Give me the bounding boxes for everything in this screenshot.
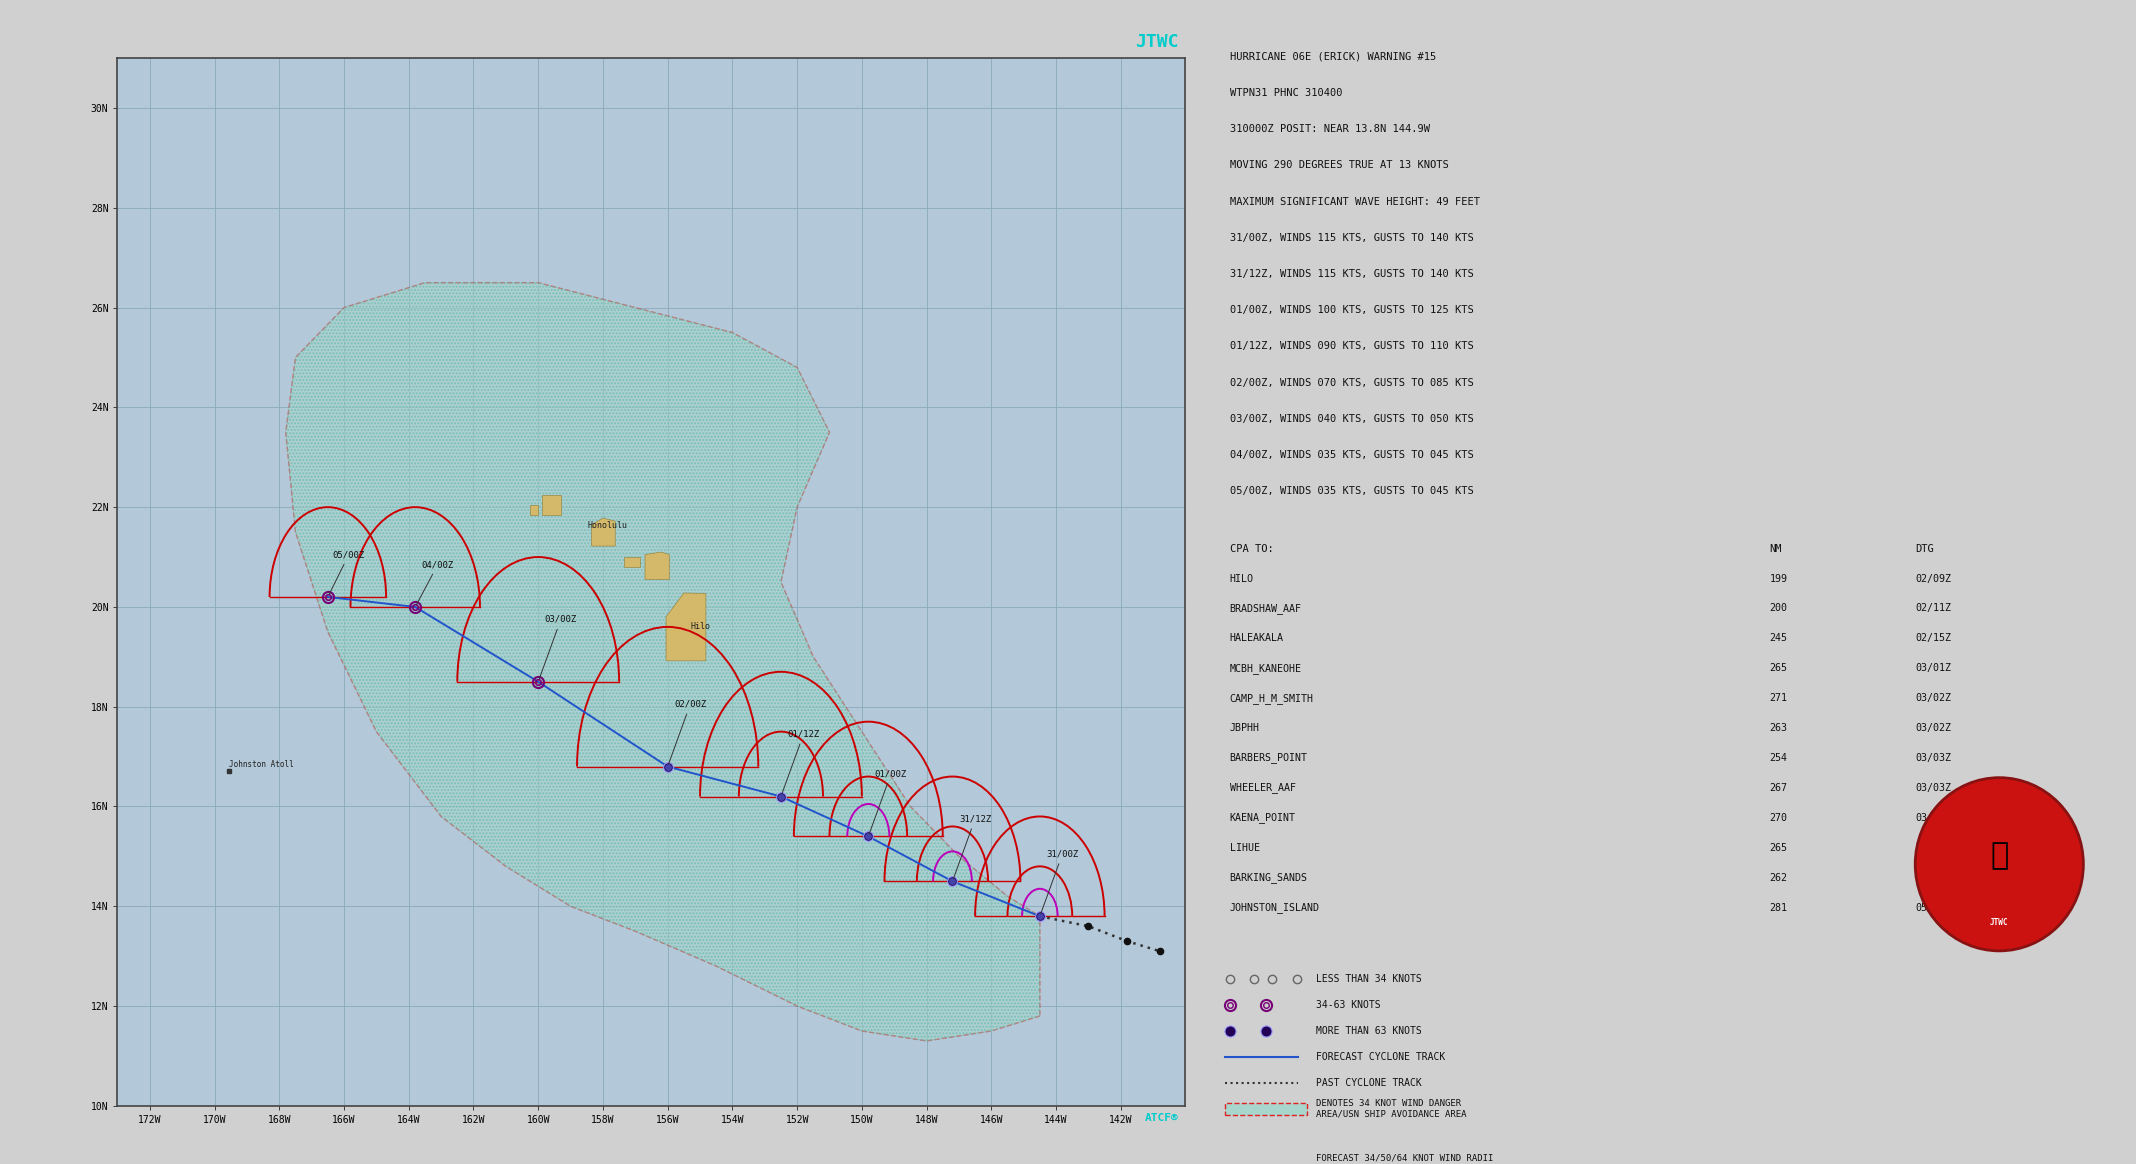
Text: 03/02Z: 03/02Z [1914, 723, 1950, 733]
Text: JOHNSTON_ISLAND: JOHNSTON_ISLAND [1230, 902, 1320, 913]
Polygon shape [592, 518, 615, 546]
Text: 03/00Z: 03/00Z [538, 615, 577, 679]
Text: WHEELER_AAF: WHEELER_AAF [1230, 782, 1297, 794]
Text: LIHUE: LIHUE [1230, 843, 1260, 853]
Text: 199: 199 [1769, 574, 1788, 583]
Text: FORECAST CYCLONE TRACK: FORECAST CYCLONE TRACK [1316, 1052, 1446, 1062]
Text: ATCF®: ATCF® [1145, 1113, 1179, 1123]
Text: 310000Z POSIT: NEAR 13.8N 144.9W: 310000Z POSIT: NEAR 13.8N 144.9W [1230, 125, 1429, 134]
Text: JTWC: JTWC [1136, 33, 1179, 51]
Text: 267: 267 [1769, 783, 1788, 793]
Text: 262: 262 [1769, 873, 1788, 882]
Text: FORECAST 34/50/64 KNOT WIND RADII: FORECAST 34/50/64 KNOT WIND RADII [1316, 1154, 1493, 1163]
Text: Honolulu: Honolulu [587, 520, 628, 530]
Text: 03/02Z: 03/02Z [1914, 694, 1950, 703]
Circle shape [1916, 778, 2083, 951]
Polygon shape [624, 558, 641, 567]
Polygon shape [666, 592, 705, 661]
Text: LESS THAN 34 KNOTS: LESS THAN 34 KNOTS [1316, 974, 1423, 984]
Text: 04/00Z, WINDS 035 KTS, GUSTS TO 045 KTS: 04/00Z, WINDS 035 KTS, GUSTS TO 045 KTS [1230, 450, 1474, 460]
Text: 01/12Z, WINDS 090 KTS, GUSTS TO 110 KTS: 01/12Z, WINDS 090 KTS, GUSTS TO 110 KTS [1230, 341, 1474, 352]
Polygon shape [530, 505, 538, 514]
Text: CAMP_H_M_SMITH: CAMP_H_M_SMITH [1230, 693, 1314, 704]
Text: 03/04Z: 03/04Z [1914, 812, 1950, 823]
Text: 265: 265 [1769, 843, 1788, 853]
Text: BRADSHAW_AAF: BRADSHAW_AAF [1230, 603, 1301, 613]
Text: 263: 263 [1769, 723, 1788, 733]
Text: 200: 200 [1769, 603, 1788, 613]
Text: MAXIMUM SIGNIFICANT WAVE HEIGHT: 49 FEET: MAXIMUM SIGNIFICANT WAVE HEIGHT: 49 FEET [1230, 197, 1480, 206]
Polygon shape [543, 495, 562, 514]
Text: 31/12Z: 31/12Z [953, 815, 991, 879]
Text: 03/03Z: 03/03Z [1914, 783, 1950, 793]
Text: 265: 265 [1769, 663, 1788, 673]
Text: MCBH_KANEOHE: MCBH_KANEOHE [1230, 662, 1301, 674]
Text: 01/00Z, WINDS 100 KTS, GUSTS TO 125 KTS: 01/00Z, WINDS 100 KTS, GUSTS TO 125 KTS [1230, 305, 1474, 315]
Text: Johnston Atoll: Johnston Atoll [229, 760, 295, 768]
Text: 🌀: 🌀 [1991, 840, 2008, 870]
Text: JTWC: JTWC [1991, 917, 2008, 927]
Text: HURRICANE 06E (ERICK) WARNING #15: HURRICANE 06E (ERICK) WARNING #15 [1230, 51, 1435, 62]
Text: 34-63 KNOTS: 34-63 KNOTS [1316, 1000, 1380, 1010]
Text: 254: 254 [1769, 753, 1788, 764]
Text: PAST CYCLONE TRACK: PAST CYCLONE TRACK [1316, 1078, 1423, 1088]
Text: MORE THAN 63 KNOTS: MORE THAN 63 KNOTS [1316, 1025, 1423, 1036]
Text: 01/00Z: 01/00Z [869, 769, 908, 833]
Polygon shape [645, 552, 669, 580]
Text: CPA TO:: CPA TO: [1230, 545, 1273, 554]
Text: HALEAKALA: HALEAKALA [1230, 633, 1284, 644]
Text: Hilo: Hilo [690, 622, 709, 631]
Text: 04/00Z: 04/00Z [417, 560, 455, 604]
Text: 03/03Z: 03/03Z [1914, 753, 1950, 764]
Text: 03/13Z: 03/13Z [1914, 843, 1950, 853]
Text: DENOTES 34 KNOT WIND DANGER
AREA/USN SHIP AVOIDANCE AREA: DENOTES 34 KNOT WIND DANGER AREA/USN SHI… [1316, 1099, 1465, 1119]
Text: 02/11Z: 02/11Z [1914, 603, 1950, 613]
Text: 05/00Z: 05/00Z [329, 551, 365, 595]
Text: BARKING_SANDS: BARKING_SANDS [1230, 872, 1307, 883]
Text: 02/00Z: 02/00Z [669, 700, 707, 764]
Text: HILO: HILO [1230, 574, 1254, 583]
Text: 270: 270 [1769, 812, 1788, 823]
Text: 05/00Z, WINDS 035 KTS, GUSTS TO 045 KTS: 05/00Z, WINDS 035 KTS, GUSTS TO 045 KTS [1230, 487, 1474, 496]
Text: 02/09Z: 02/09Z [1914, 574, 1950, 583]
Polygon shape [286, 283, 1040, 1041]
Text: 01/12Z: 01/12Z [782, 730, 820, 794]
Text: 245: 245 [1769, 633, 1788, 644]
Text: 03/14Z: 03/14Z [1914, 873, 1950, 882]
Text: 31/00Z, WINDS 115 KTS, GUSTS TO 140 KTS: 31/00Z, WINDS 115 KTS, GUSTS TO 140 KTS [1230, 233, 1474, 243]
Text: 02/15Z: 02/15Z [1914, 633, 1950, 644]
Text: WTPN31 PHNC 310400: WTPN31 PHNC 310400 [1230, 87, 1341, 98]
Text: BARBERS_POINT: BARBERS_POINT [1230, 753, 1307, 764]
Text: JBPHH: JBPHH [1230, 723, 1260, 733]
Text: 281: 281 [1769, 902, 1788, 913]
Text: 31/00Z: 31/00Z [1040, 850, 1079, 914]
Text: 02/00Z, WINDS 070 KTS, GUSTS TO 085 KTS: 02/00Z, WINDS 070 KTS, GUSTS TO 085 KTS [1230, 377, 1474, 388]
Text: MOVING 290 DEGREES TRUE AT 13 KNOTS: MOVING 290 DEGREES TRUE AT 13 KNOTS [1230, 161, 1448, 170]
Text: 03/01Z: 03/01Z [1914, 663, 1950, 673]
Text: 03/00Z, WINDS 040 KTS, GUSTS TO 050 KTS: 03/00Z, WINDS 040 KTS, GUSTS TO 050 KTS [1230, 413, 1474, 424]
Text: 05/00Z: 05/00Z [1914, 902, 1950, 913]
Text: 31/12Z, WINDS 115 KTS, GUSTS TO 140 KTS: 31/12Z, WINDS 115 KTS, GUSTS TO 140 KTS [1230, 269, 1474, 279]
Text: NM: NM [1769, 545, 1781, 554]
Text: 271: 271 [1769, 694, 1788, 703]
Text: KAENA_POINT: KAENA_POINT [1230, 812, 1297, 823]
Text: DTG: DTG [1914, 545, 1933, 554]
Bar [1224, 1102, 1307, 1115]
